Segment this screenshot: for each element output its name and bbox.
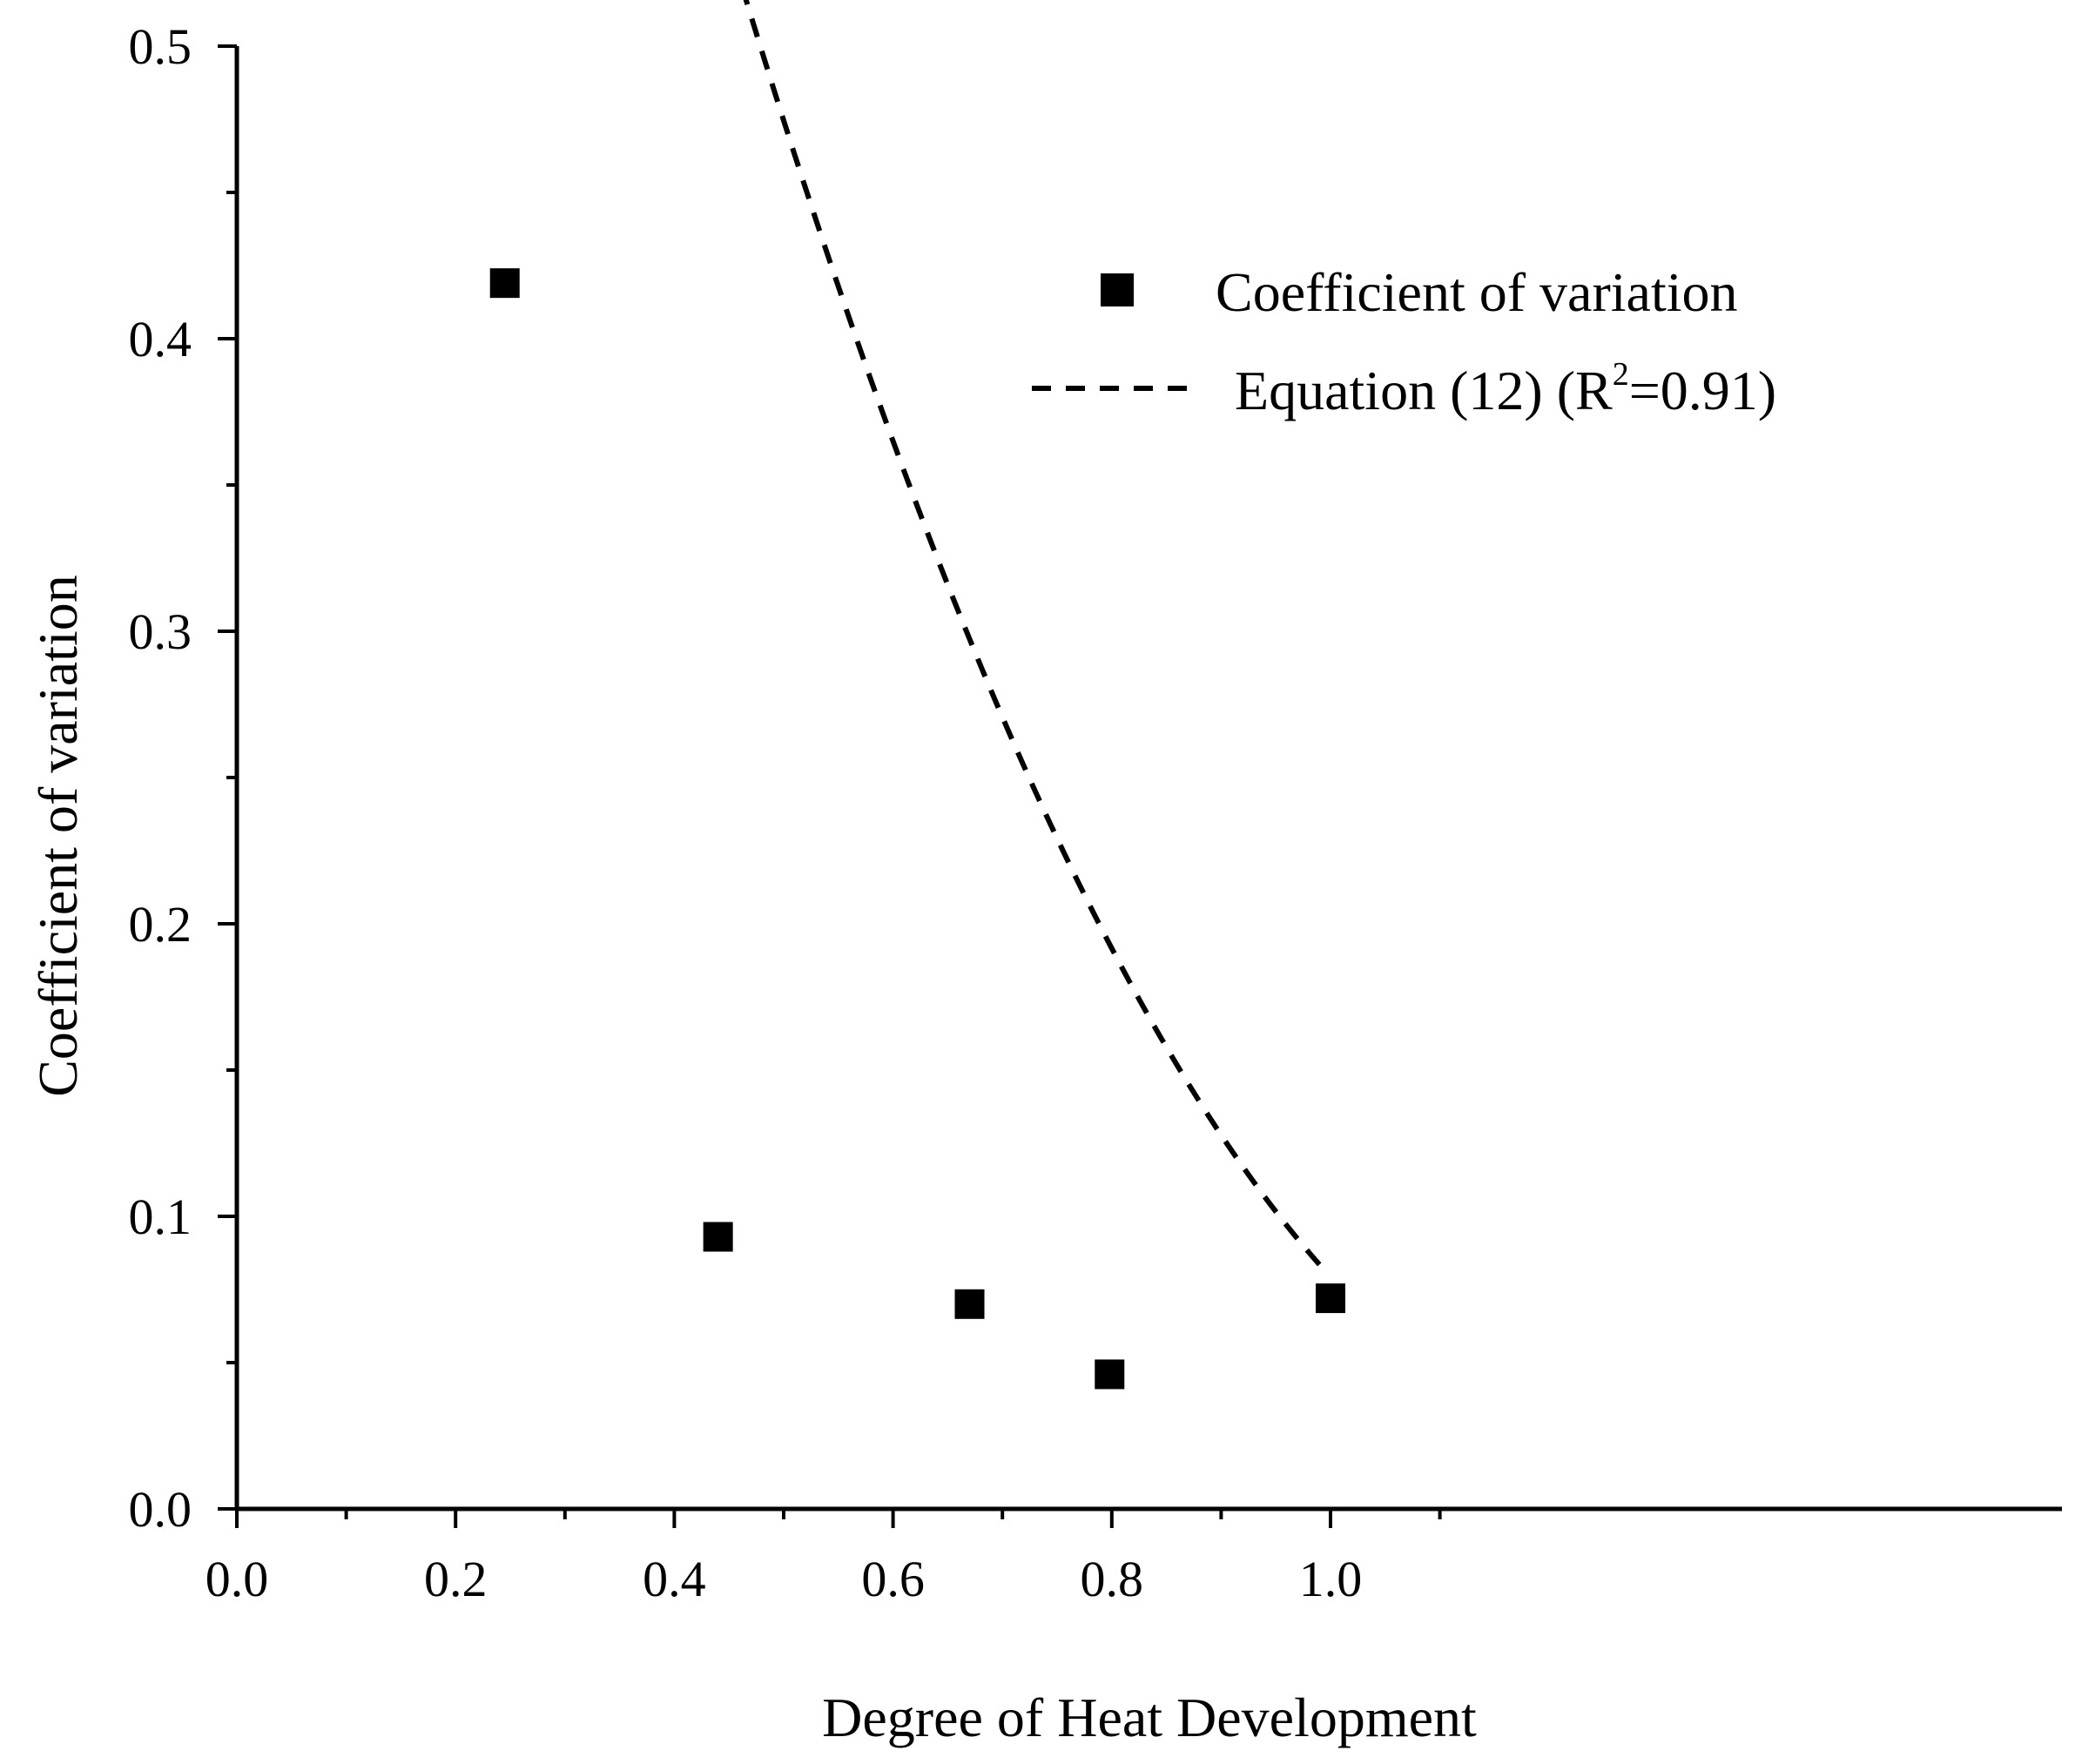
legend-square-marker xyxy=(1101,273,1134,306)
x-tick-label: 0.6 xyxy=(861,1551,925,1607)
legend-line-label: Equation (12) (R2=0.91) xyxy=(1235,356,1776,421)
data-point-square xyxy=(1316,1283,1345,1314)
legend-line-label-suffix: =0.91) xyxy=(1629,360,1776,421)
axes xyxy=(234,46,2062,1512)
fit-curve-layer xyxy=(743,0,1322,1267)
data-point-square xyxy=(954,1289,985,1319)
data-points xyxy=(489,268,1345,1390)
x-tick-label: 0.8 xyxy=(1081,1551,1144,1607)
x-axis-title: Degree of Heat Development xyxy=(822,1687,1477,1748)
y-tick-label: 0.4 xyxy=(129,311,192,367)
legend-scatter-label: Coefficient of variation xyxy=(1216,261,1738,323)
legend-line-label-superscript: 2 xyxy=(1613,356,1629,393)
y-tick-label: 0.2 xyxy=(129,896,192,953)
fit-curve-dashed xyxy=(743,0,1322,1267)
y-axis-title: Coefficient of variation xyxy=(27,575,89,1097)
x-tick-label: 1.0 xyxy=(1299,1551,1363,1607)
y-tick-label: 0.5 xyxy=(129,18,192,75)
legend: Coefficient of variation Equation (12) (… xyxy=(1032,261,1776,421)
ticks xyxy=(218,44,1442,1528)
legend-line-label-prefix: Equation (12) (R xyxy=(1235,360,1613,421)
tick-labels: 0.0 0.2 0.4 0.6 0.8 1.0 0.0 0.1 0.2 0.3 0.4 0.5 xyxy=(129,18,1363,1607)
data-point-square xyxy=(703,1222,733,1252)
y-tick-label: 0.0 xyxy=(129,1481,192,1538)
x-tick-label: 0.0 xyxy=(205,1551,269,1607)
x-tick-label: 0.4 xyxy=(643,1551,706,1607)
data-point-square xyxy=(489,268,520,299)
x-tick-label: 0.2 xyxy=(424,1551,488,1607)
y-tick-label: 0.1 xyxy=(129,1188,192,1245)
data-point-square xyxy=(1095,1359,1125,1390)
y-tick-label: 0.3 xyxy=(129,603,192,660)
